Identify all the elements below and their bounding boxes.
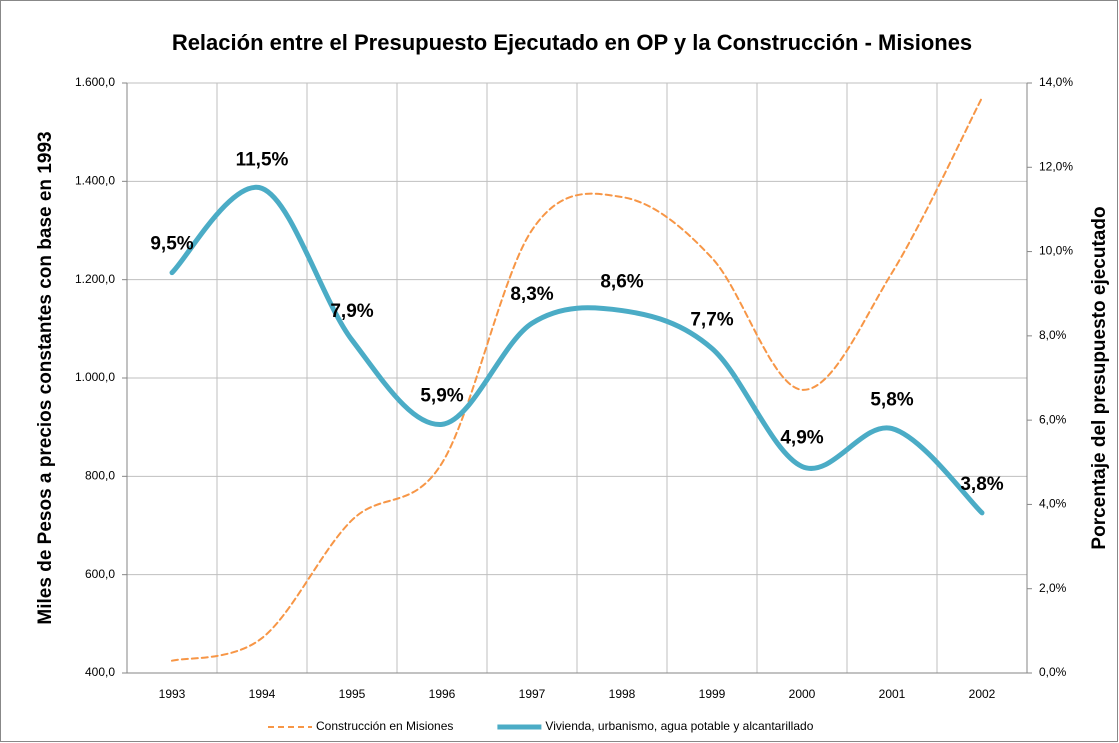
y-tick-label: 1.600,0 [75, 75, 115, 89]
y-tick-label: 1.400,0 [75, 174, 115, 188]
y2-tick-label: 8,0% [1039, 328, 1067, 342]
x-tick-label: 1998 [609, 687, 636, 701]
series-line [169, 184, 985, 516]
y-tick-label: 600,0 [85, 567, 115, 581]
data-label: 4,9% [780, 428, 823, 449]
chart-title: Relación entre el Presupuesto Ejecutado … [172, 30, 972, 55]
data-label: 7,7% [690, 310, 733, 331]
y-tick-label: 400,0 [85, 665, 115, 679]
x-tick-label: 1997 [519, 687, 546, 701]
x-tick-label: 1994 [249, 687, 276, 701]
data-label: 8,3% [510, 284, 553, 305]
data-label: 5,8% [870, 390, 913, 411]
legend-label: Construcción en Misiones [316, 719, 453, 733]
y2-tick-label: 4,0% [1039, 497, 1067, 511]
y-axis-title: Miles de Pesos a precios constantes con … [35, 131, 56, 624]
y2-tick-label: 14,0% [1039, 75, 1073, 89]
x-tick-label: 1993 [159, 687, 186, 701]
y2-axis-title: Porcentaje del presupuesto ejecutado [1089, 206, 1110, 549]
data-label: 3,8% [960, 474, 1003, 495]
y2-tick-label: 12,0% [1039, 159, 1073, 173]
data-label: 9,5% [150, 234, 193, 255]
data-label: 7,9% [330, 301, 373, 322]
y2-tick-label: 2,0% [1039, 581, 1067, 595]
x-tick-label: 2001 [879, 687, 906, 701]
y2-tick-label: 0,0% [1039, 665, 1067, 679]
x-tick-label: 1996 [429, 687, 456, 701]
x-tick-label: 1995 [339, 687, 366, 701]
x-tick-label: 1999 [699, 687, 726, 701]
x-tick-label: 2000 [789, 687, 816, 701]
y-tick-label: 1.200,0 [75, 272, 115, 286]
x-tick-label: 2002 [969, 687, 996, 701]
y2-tick-label: 6,0% [1039, 412, 1067, 426]
y-tick-label: 800,0 [85, 469, 115, 483]
data-label: 8,6% [600, 272, 643, 293]
series-line [171, 96, 983, 662]
legend-label: Vivienda, urbanismo, agua potable y alca… [545, 719, 813, 733]
data-label: 5,9% [420, 385, 463, 406]
y-tick-label: 1.000,0 [75, 370, 115, 384]
data-label: 11,5% [236, 149, 289, 170]
y2-tick-label: 10,0% [1039, 244, 1073, 258]
